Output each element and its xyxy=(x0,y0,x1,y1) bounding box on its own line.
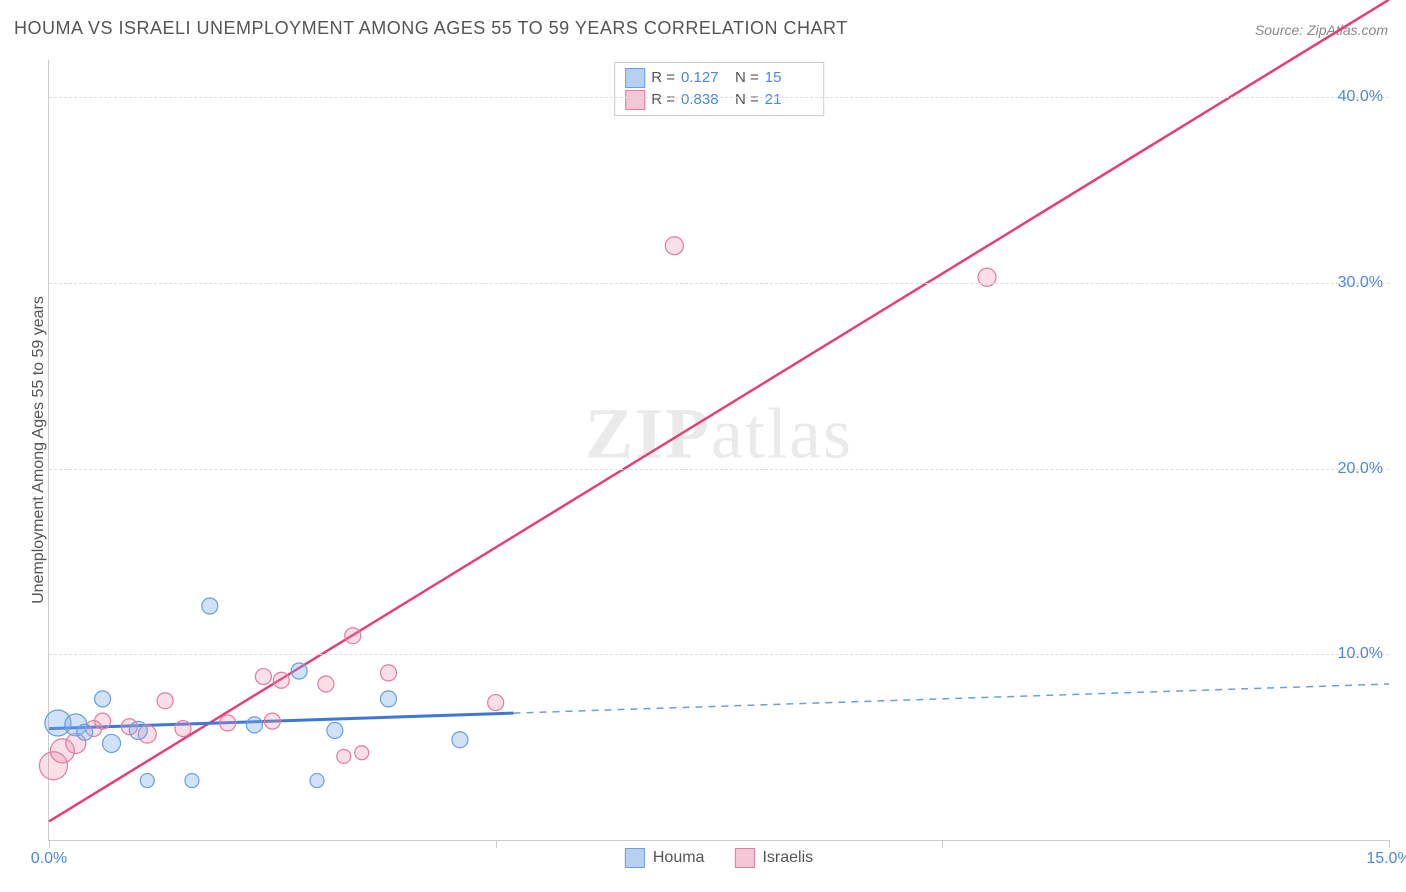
plot-area: Unemployment Among Ages 55 to 59 years Z… xyxy=(48,60,1389,841)
data-point xyxy=(255,669,271,685)
data-point xyxy=(157,693,173,709)
data-point xyxy=(77,724,93,740)
chart-source: Source: ZipAtlas.com xyxy=(1255,22,1388,38)
chart-title: HOUMA VS ISRAELI UNEMPLOYMENT AMONG AGES… xyxy=(14,18,848,39)
x-tick-mark xyxy=(942,840,943,848)
data-point xyxy=(291,663,307,679)
data-point xyxy=(310,774,324,788)
gridline-h xyxy=(49,97,1389,98)
y-tick-label: 40.0% xyxy=(1338,88,1383,106)
legend-item-israelis: Israelis xyxy=(734,848,813,868)
data-point xyxy=(380,691,396,707)
gridline-h xyxy=(49,469,1389,470)
chart-svg-layer xyxy=(49,60,1389,840)
x-tick-mark xyxy=(1389,840,1390,848)
data-point xyxy=(246,717,262,733)
x-tick-label: 15.0% xyxy=(1366,850,1406,868)
swatch-israelis xyxy=(734,848,754,868)
gridline-h xyxy=(49,654,1389,655)
data-point xyxy=(103,734,121,752)
y-tick-label: 10.0% xyxy=(1338,645,1383,663)
data-point xyxy=(665,237,683,255)
data-point xyxy=(380,665,396,681)
trend-line xyxy=(49,0,1389,821)
legend-label-houma: Houma xyxy=(653,849,705,867)
series-legend: Houma Israelis xyxy=(625,848,813,868)
y-tick-label: 20.0% xyxy=(1338,460,1383,478)
trend-line xyxy=(514,684,1389,713)
data-point xyxy=(220,715,236,731)
data-point xyxy=(355,746,369,760)
y-axis-label: Unemployment Among Ages 55 to 59 years xyxy=(30,296,48,604)
data-point xyxy=(202,598,218,614)
y-tick-label: 30.0% xyxy=(1338,274,1383,292)
data-point xyxy=(452,732,468,748)
gridline-h xyxy=(49,283,1389,284)
data-point xyxy=(95,691,111,707)
trend-line xyxy=(49,713,514,728)
x-tick-mark xyxy=(496,840,497,848)
chart-container: HOUMA VS ISRAELI UNEMPLOYMENT AMONG AGES… xyxy=(0,0,1406,892)
data-point xyxy=(488,695,504,711)
legend-item-houma: Houma xyxy=(625,848,705,868)
data-point xyxy=(318,676,334,692)
data-point xyxy=(327,722,343,738)
legend-label-israelis: Israelis xyxy=(762,849,813,867)
data-point xyxy=(129,721,147,739)
data-point xyxy=(345,628,361,644)
x-tick-mark xyxy=(49,840,50,848)
swatch-houma xyxy=(625,848,645,868)
data-point xyxy=(337,749,351,763)
data-point xyxy=(273,672,289,688)
data-point xyxy=(264,713,280,729)
data-point xyxy=(175,721,191,737)
data-point xyxy=(185,774,199,788)
data-point xyxy=(140,774,154,788)
data-point xyxy=(95,713,111,729)
x-tick-label: 0.0% xyxy=(31,850,67,868)
